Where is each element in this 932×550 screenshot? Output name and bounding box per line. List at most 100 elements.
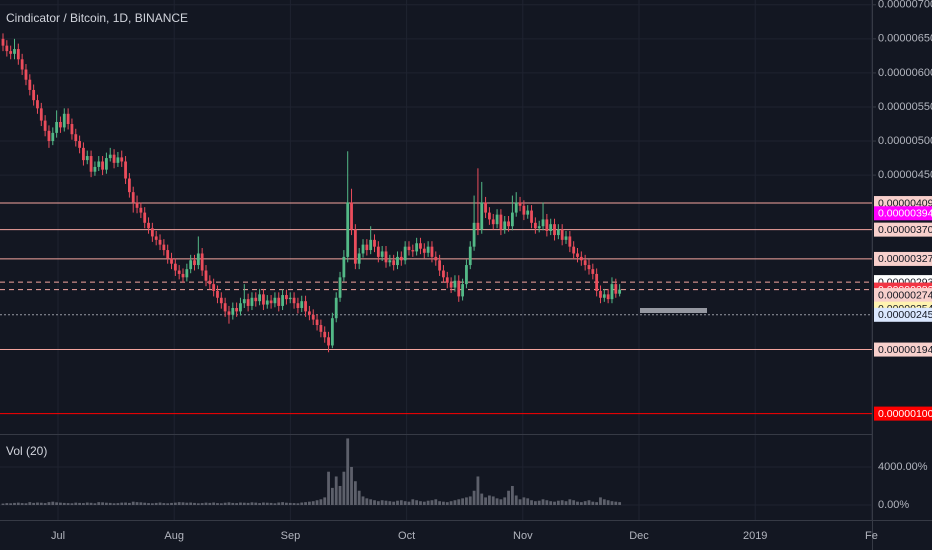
candle-body (59, 121, 62, 128)
volume-bar (606, 500, 610, 505)
volume-bar (599, 497, 602, 505)
volume-bar (281, 502, 284, 505)
candle-body (407, 246, 411, 251)
volume-bar (376, 501, 380, 505)
candle-body (549, 224, 553, 231)
candle-body (537, 226, 541, 229)
volume-bar (158, 502, 162, 505)
volume-bar (124, 502, 127, 505)
y-tick-label: 0.00000700 (878, 0, 932, 11)
candle-body (560, 229, 564, 240)
x-tick-label: Nov (513, 530, 533, 542)
x-tick-label: Dec (629, 530, 649, 542)
candle-body (139, 207, 143, 213)
candle-body (116, 157, 120, 163)
volume-bar (388, 501, 392, 505)
volume-bar (173, 502, 177, 505)
volume-bar (101, 502, 104, 505)
price-label: 0.00000274 (878, 289, 932, 301)
volume-bar (438, 501, 442, 505)
candle-body (392, 260, 396, 266)
volume-bar (70, 503, 74, 505)
volume-bar (300, 502, 304, 505)
volume-bar (227, 502, 231, 505)
volume-bar (556, 500, 560, 505)
volume-bar (127, 502, 131, 505)
candle-body (97, 161, 101, 167)
volume-bar (16, 502, 20, 505)
volume-bar (530, 500, 533, 505)
candle-body (572, 246, 576, 254)
price-label: 0.00000394 (878, 208, 932, 220)
candle-body (399, 256, 403, 261)
candle-body (442, 270, 445, 278)
volume-bar (319, 499, 323, 505)
candle-body (269, 300, 273, 304)
volume-bar (120, 502, 124, 505)
candle-body (553, 224, 556, 236)
candle-body (93, 166, 97, 172)
candle-body (415, 243, 419, 252)
volume-bar (522, 497, 526, 505)
candle-body (514, 202, 518, 213)
volume-bar (131, 501, 135, 505)
volume-bar (62, 502, 66, 505)
candle-body (246, 299, 250, 306)
volume-bar (78, 502, 81, 505)
candle-body (610, 284, 614, 300)
candle-body (231, 307, 235, 315)
candle-body (162, 244, 166, 251)
volume-bar (357, 490, 361, 505)
candle-body (131, 192, 135, 203)
x-tick-label: Sep (281, 530, 301, 542)
y-tick-label: 0.00000500 (878, 135, 932, 147)
x-tick-label: Jul (51, 530, 65, 542)
volume-bar (200, 503, 204, 505)
candle-body (422, 248, 426, 253)
candle-body (20, 59, 24, 70)
volume-bar (93, 503, 97, 505)
candle-body (300, 301, 304, 308)
candle-body (239, 303, 242, 312)
candle-body (242, 299, 246, 304)
candle-body (28, 79, 32, 90)
volume-bar (396, 500, 399, 505)
price-label: 0.00000370 (878, 224, 932, 236)
volume-bar (541, 499, 545, 505)
candle-body (108, 154, 112, 159)
candle-body (47, 130, 51, 142)
y-tick-label: 0.00000550 (878, 101, 932, 113)
volume-bar (39, 502, 43, 505)
volume-bar (43, 503, 47, 505)
volume-bar (457, 499, 461, 505)
volume-bar (549, 501, 553, 505)
candle-body (430, 246, 434, 257)
volume-bar (28, 502, 32, 505)
candle-body (583, 260, 587, 266)
candle-body (411, 250, 415, 252)
price-label-bg (874, 251, 932, 266)
candle-body (124, 161, 127, 179)
volume-bar (480, 493, 484, 505)
volume-bar (223, 502, 227, 505)
volume-bar (472, 490, 476, 505)
volume-bar (277, 502, 281, 505)
volume-bar (587, 500, 591, 505)
candle-body (587, 265, 591, 270)
volume-bar (327, 471, 330, 505)
candle-body (365, 244, 369, 251)
volume-bar (361, 496, 365, 505)
candle-body (533, 222, 537, 229)
candle-body (361, 244, 365, 254)
volume-bar (411, 499, 415, 505)
volume-bar (147, 503, 150, 505)
volume-bar (212, 502, 216, 505)
candle-body (262, 294, 265, 305)
candle-body (499, 214, 503, 230)
volume-bar (162, 503, 166, 505)
candle-body (579, 256, 583, 261)
price-label-bg (874, 222, 932, 237)
range-marker (640, 308, 707, 313)
candle-body (166, 250, 170, 259)
